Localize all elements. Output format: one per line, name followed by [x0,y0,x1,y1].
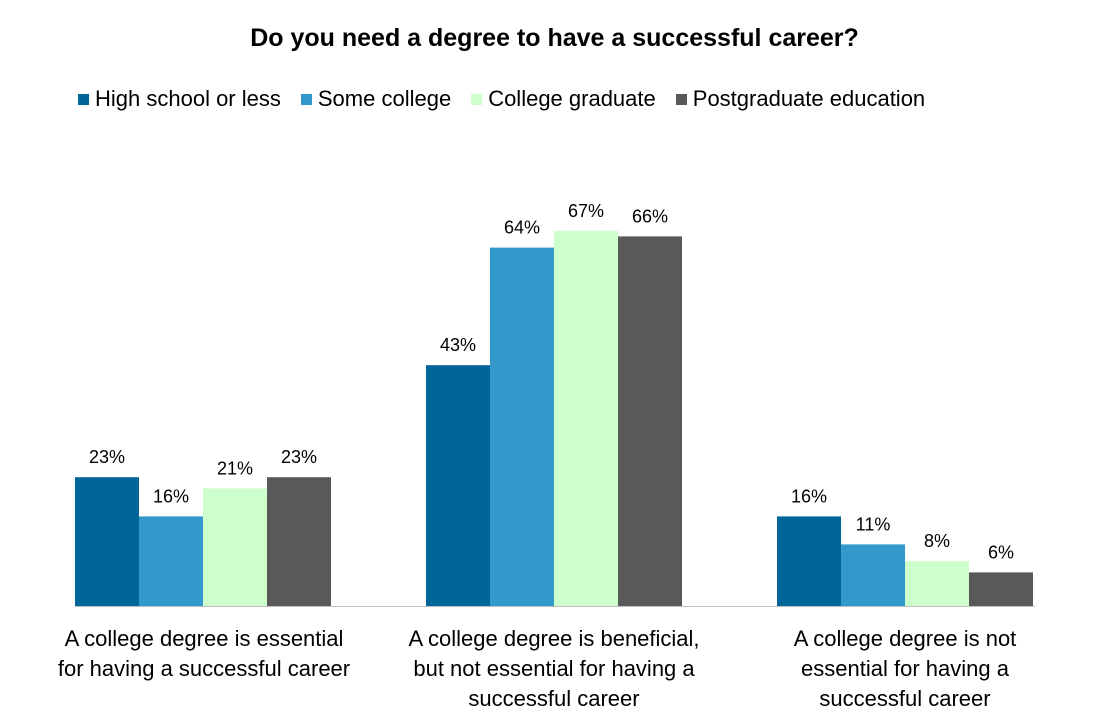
legend-swatch-high-school [78,93,89,105]
data-label-high-school-essential: 23% [89,447,125,467]
category-label-line: A college degree is essential [64,626,344,651]
data-label-postgraduate-beneficial: 66% [632,206,668,226]
data-label-college-graduate-not-essential: 8% [924,531,950,551]
bar-high-school-beneficial [426,365,490,606]
bar-high-school-not-essential [777,516,841,606]
data-label-postgraduate-essential: 23% [281,447,317,467]
legend-label-high-school: High school or less [95,86,281,111]
data-label-college-graduate-beneficial: 67% [568,201,604,221]
category-label-line: successful career [468,686,640,711]
category-label-line: but not essential for having a [413,656,695,681]
data-label-high-school-not-essential: 16% [791,486,827,506]
category-label-line: for having a successful career [57,656,351,681]
legend: High school or less Some college College… [78,86,945,112]
bar-some-college-essential [139,516,203,606]
data-label-college-graduate-essential: 21% [217,458,253,478]
category-label-line: A college degree is not [793,626,1017,651]
data-label-some-college-essential: 16% [153,486,189,506]
bar-some-college-not-essential [841,544,905,606]
category-label-essential: A college degree is essential for having… [34,624,374,684]
legend-label-postgraduate: Postgraduate education [692,86,926,111]
data-label-high-school-beneficial: 43% [440,335,476,355]
data-label-some-college-not-essential: 11% [856,514,891,534]
bar-postgraduate-essential [267,477,331,606]
legend-swatch-college-graduate [471,93,483,105]
category-label-line: successful career [819,686,991,711]
legend-swatch-some-college [300,93,312,105]
bar-high-school-essential [75,477,139,606]
legend-item-postgraduate: Postgraduate education [675,86,926,112]
chart-title: Do you need a degree to have a successfu… [250,24,859,52]
bar-postgraduate-not-essential [969,572,1033,606]
data-label-postgraduate-not-essential: 6% [988,542,1014,562]
legend-item-some-college: Some college [300,86,452,112]
legend-label-college-graduate: College graduate [488,86,656,111]
category-label-line: essential for having a [801,656,1009,681]
bar-postgraduate-beneficial [618,236,682,606]
bar-college-graduate-not-essential [905,561,969,606]
category-label-not-essential: A college degree is not essential for ha… [735,624,1075,714]
legend-swatch-postgraduate [675,93,687,105]
legend-item-high-school: High school or less [78,86,281,112]
data-label-some-college-beneficial: 64% [504,218,540,238]
bar-college-graduate-beneficial [554,230,618,607]
category-label-beneficial: A college degree is beneficial, but not … [384,624,724,714]
bar-some-college-beneficial [490,247,554,606]
bar-college-graduate-essential [203,488,267,606]
legend-label-some-college: Some college [317,86,452,111]
legend-item-college-graduate: College graduate [471,86,656,112]
category-label-line: A college degree is beneficial, [408,626,700,651]
